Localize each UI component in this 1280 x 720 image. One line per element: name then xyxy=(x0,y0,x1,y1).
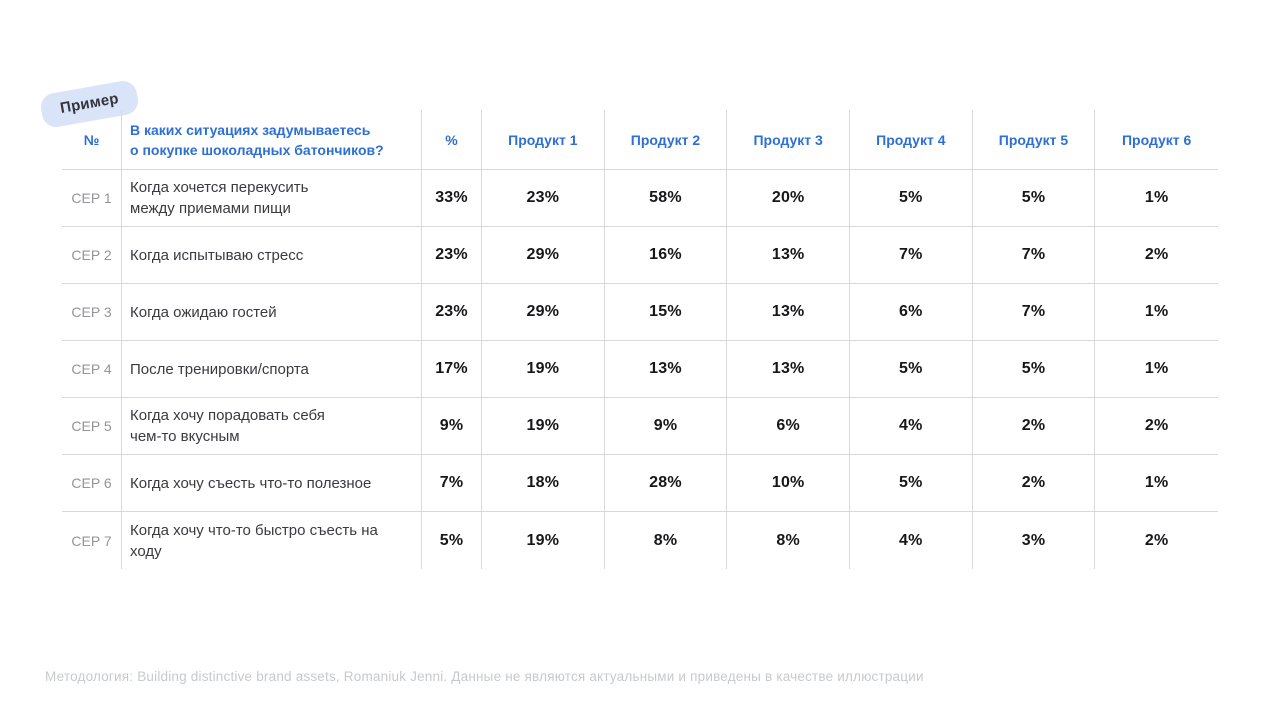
product-value-cell: 13% xyxy=(727,341,850,397)
product-value-cell: 1% xyxy=(1144,360,1169,377)
total-percent-cell: 17% xyxy=(422,341,482,397)
product-value-cell: 6% xyxy=(727,398,850,454)
situation-line: После тренировки/спорта xyxy=(130,360,309,378)
situation-cell: Когда хочу что-то быстро съесть на ходу xyxy=(122,512,422,569)
product-value-cell: 4% xyxy=(850,512,973,569)
product-value-cell: 19% xyxy=(482,341,605,397)
product-value-cell: 10% xyxy=(727,455,850,511)
situation-line: Когда хочу порадовать себя xyxy=(130,407,325,424)
table-row: CEP 7 Когда хочу что-то быстро съесть на … xyxy=(62,512,1218,569)
product-value-cell: 16% xyxy=(605,227,728,283)
table-row: CEP 2 Когда испытываю стресс 23% 29% 16% 13% 7… xyxy=(62,227,1218,284)
product-value-cell: 7% xyxy=(850,227,973,283)
product-value-cell: 5% xyxy=(973,341,1096,397)
table-body: CEP 1 Когда хочется перекусить между прием… xyxy=(62,170,1218,569)
total-percent-cell: 33% xyxy=(422,170,482,226)
header-question-line1: В каких ситуациях задумываетесь xyxy=(130,121,371,138)
header-product: Продукт 5 xyxy=(973,110,1096,169)
table-row: CEP 5 Когда хочу порадовать себя чем-то вк… xyxy=(62,398,1218,455)
situation-cell: Когда хочу порадовать себя чем-то вкусным xyxy=(122,398,422,454)
table-row: CEP 4 После тренировки/спорта 17% 19% 13% 13%… xyxy=(62,341,1218,398)
product-value-cell: 7% xyxy=(973,227,1096,283)
table-header-row: № В каких ситуациях задумываетесь о поку… xyxy=(62,110,1218,170)
product-value-cell: 2% xyxy=(1144,417,1169,434)
product-value-cell: 8% xyxy=(605,512,728,569)
situation-line: между приемами пищи xyxy=(130,200,291,217)
situation-line: чем-то вкусным xyxy=(130,428,240,445)
row-id: CEP 3 xyxy=(62,284,122,340)
header-product: Продукт 1 xyxy=(482,110,605,169)
total-percent-cell: 5% xyxy=(422,512,482,569)
header-num: № xyxy=(62,110,122,169)
total-percent-cell: 9% xyxy=(422,398,482,454)
product-value-cell: 2% xyxy=(1144,531,1169,549)
total-percent-cell: 7% xyxy=(422,455,482,511)
situation-line: Когда хочу съесть что-то полезное xyxy=(130,474,372,492)
situation-line: Когда ожидаю гостей xyxy=(130,303,277,321)
total-percent-cell: 23% xyxy=(422,227,482,283)
product-value-cell: 1% xyxy=(1144,474,1169,491)
row-id: CEP 6 xyxy=(62,455,122,511)
methodology-footnote: Методология: Building distinctive brand … xyxy=(45,669,924,684)
product-value-cell: 13% xyxy=(727,284,850,340)
situation-line: Когда хочется перекусить xyxy=(130,179,309,196)
product-value-cell: 9% xyxy=(605,398,728,454)
product-value-cell: 2% xyxy=(1144,246,1169,263)
situation-cell: После тренировки/спорта xyxy=(122,341,422,397)
situation-line: Когда хочу что-то быстро съесть на ходу xyxy=(130,521,378,560)
header-question: В каких ситуациях задумываетесь о покупк… xyxy=(122,110,422,169)
product-value-cell: 58% xyxy=(605,170,728,226)
situation-cell: Когда ожидаю гостей xyxy=(122,284,422,340)
situation-cell: Когда хочу съесть что-то полезное xyxy=(122,455,422,511)
situation-line: Когда испытываю стресс xyxy=(130,246,304,264)
table-row: CEP 3 Когда ожидаю гостей 23% 29% 15% 13% 6% 7%… xyxy=(62,284,1218,341)
product-value-cell: 19% xyxy=(482,512,605,569)
product-value-cell: 15% xyxy=(605,284,728,340)
product-value-cell: 5% xyxy=(850,455,973,511)
row-id: CEP 7 xyxy=(62,512,122,569)
cep-table: № В каких ситуациях задумываетесь о поку… xyxy=(62,110,1218,569)
product-value-cell: 29% xyxy=(482,227,605,283)
row-id: CEP 5 xyxy=(62,398,122,454)
header-product: Продукт 2 xyxy=(605,110,728,169)
header-question-line2: о покупке шоколадных батончиков? xyxy=(130,141,384,158)
row-id: CEP 1 xyxy=(62,170,122,226)
product-value-cell: 29% xyxy=(482,284,605,340)
product-value-cell: 23% xyxy=(482,170,605,226)
row-id: CEP 2 xyxy=(62,227,122,283)
product-value-cell: 1% xyxy=(1144,189,1169,206)
table-row: CEP 6 Когда хочу съесть что-то полезное 7%… xyxy=(62,455,1218,512)
product-value-cell: 28% xyxy=(605,455,728,511)
product-value-cell: 3% xyxy=(973,512,1096,569)
product-value-cell: 8% xyxy=(727,512,850,569)
product-value-cell: 4% xyxy=(850,398,973,454)
total-percent-cell: 23% xyxy=(422,284,482,340)
product-value-cell: 13% xyxy=(727,227,850,283)
situation-cell: Когда испытываю стресс xyxy=(122,227,422,283)
product-value-cell: 7% xyxy=(973,284,1096,340)
header-product: Продукт 3 xyxy=(727,110,850,169)
product-value-cell: 20% xyxy=(727,170,850,226)
product-value-cell: 1% xyxy=(1144,303,1169,320)
header-product: Продукт 6 xyxy=(1121,131,1192,148)
product-value-cell: 18% xyxy=(482,455,605,511)
row-id: CEP 4 xyxy=(62,341,122,397)
product-value-cell: 5% xyxy=(850,341,973,397)
product-value-cell: 6% xyxy=(850,284,973,340)
product-value-cell: 2% xyxy=(973,398,1096,454)
header-percent: % xyxy=(422,110,482,169)
table-row: CEP 1 Когда хочется перекусить между прием… xyxy=(62,170,1218,227)
product-value-cell: 2% xyxy=(973,455,1096,511)
situation-cell: Когда хочется перекусить между приемами п… xyxy=(122,170,422,226)
product-value-cell: 5% xyxy=(973,170,1096,226)
product-value-cell: 13% xyxy=(605,341,728,397)
header-product: Продукт 4 xyxy=(850,110,973,169)
product-value-cell: 5% xyxy=(850,170,973,226)
product-value-cell: 19% xyxy=(482,398,605,454)
